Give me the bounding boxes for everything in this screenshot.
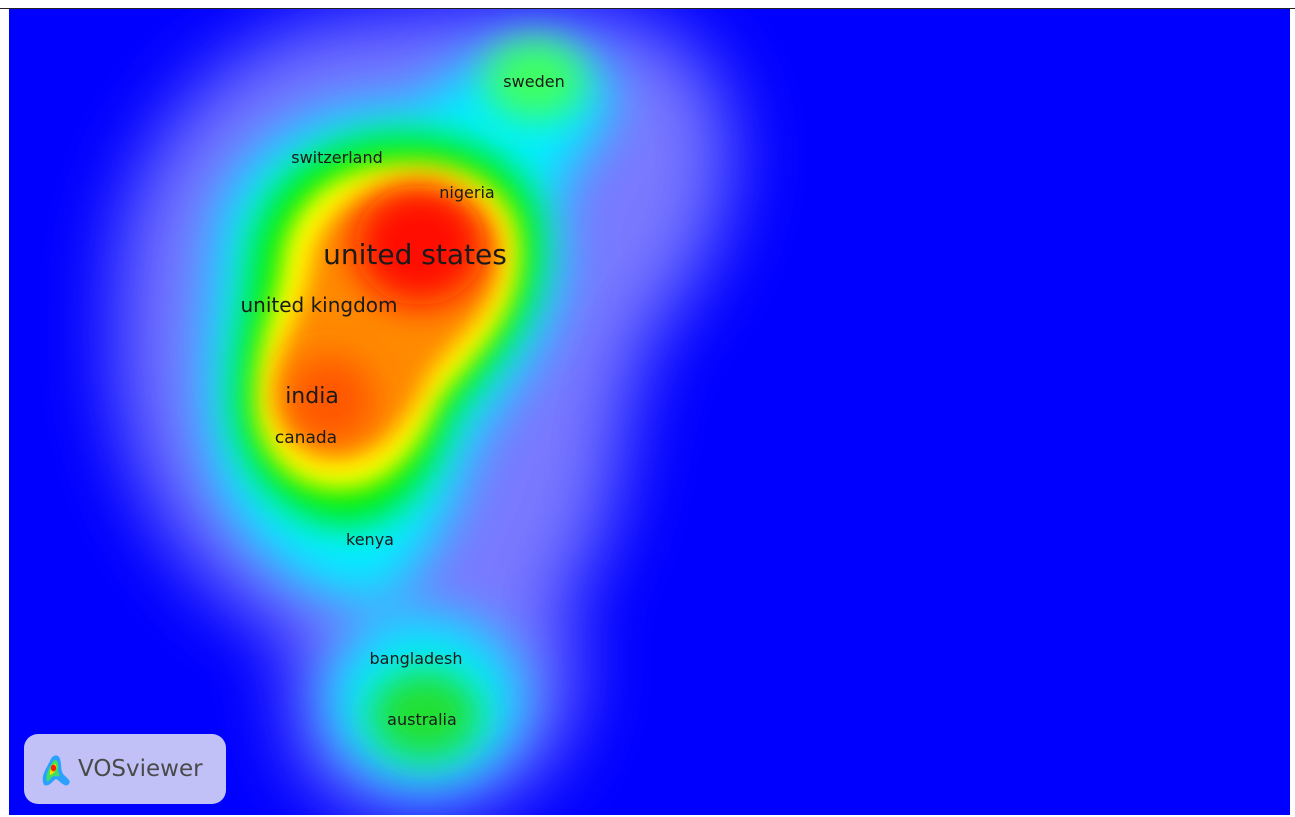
node-label-nigeria[interactable]: nigeria (439, 183, 494, 202)
node-label-bangladesh[interactable]: bangladesh (370, 649, 463, 668)
density-heat-layers (117, 9, 730, 815)
node-label-sweden[interactable]: sweden (503, 72, 564, 91)
vosviewer-logo-text: VOSviewer (78, 756, 203, 782)
node-label-united-kingdom[interactable]: united kingdom (240, 293, 397, 317)
top-border (0, 0, 1295, 9)
vosviewer-logo-icon (42, 755, 70, 786)
vosviewer-logo-badge: VOSviewer (24, 734, 226, 804)
node-label-canada[interactable]: canada (275, 428, 337, 448)
node-label-switzerland[interactable]: switzerland (291, 148, 383, 167)
node-label-united-states[interactable]: united states (323, 238, 507, 271)
node-label-india[interactable]: india (285, 384, 339, 409)
node-label-kenya[interactable]: kenya (346, 530, 394, 549)
node-label-australia[interactable]: australia (387, 710, 457, 729)
